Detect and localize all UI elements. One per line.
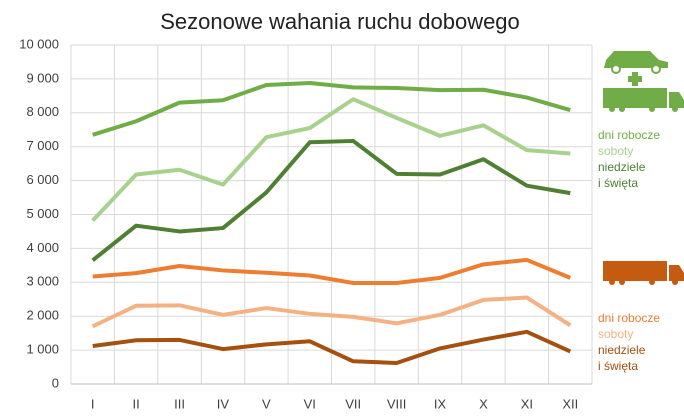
chart-title: Sezonowe wahania ruchu dobowego	[160, 9, 520, 34]
y-tick-label: 0	[52, 375, 59, 390]
legend-label: soboty	[598, 144, 634, 158]
x-tick-label: VII	[345, 396, 361, 411]
legend-entry: soboty	[598, 327, 634, 341]
y-tick-label: 3 000	[26, 274, 59, 289]
legend-entry: niedziele i święta	[598, 343, 646, 373]
y-tick-label: 4 000	[26, 240, 59, 255]
x-tick-label: IX	[434, 396, 447, 411]
car-icon	[604, 51, 668, 86]
truck-icon-orange	[603, 261, 684, 285]
legend-label: dni robocze	[598, 128, 661, 142]
legend-label: dni robocze	[598, 311, 661, 325]
legend-entry: dni robocze	[598, 128, 661, 142]
x-tick-label: XI	[521, 396, 533, 411]
y-tick-label: 7 000	[26, 138, 59, 153]
legend-label: soboty	[598, 327, 634, 341]
x-tick-label: I	[91, 396, 95, 411]
x-tick-label: V	[262, 396, 271, 411]
y-tick-label: 1 000	[26, 342, 59, 357]
x-tick-label: XII	[562, 396, 578, 411]
legend-entry: dni robocze	[598, 311, 661, 325]
line-series	[91, 97, 571, 222]
x-tick-label: VI	[304, 396, 316, 411]
x-tick-label: X	[479, 396, 488, 411]
x-tick-label: III	[174, 396, 185, 411]
legend-label: niedziele i święta	[598, 343, 646, 373]
line-series	[91, 138, 571, 262]
y-tick-label: 9 000	[26, 70, 59, 85]
x-tick-label: VIII	[387, 396, 407, 411]
line-series	[92, 329, 572, 365]
y-tick-label: 6 000	[26, 172, 59, 187]
x-tick-label: II	[133, 396, 140, 411]
x-tick-label: IV	[217, 396, 230, 411]
y-tick-label: 8 000	[26, 104, 59, 119]
line-series	[92, 257, 572, 285]
legend-entry: niedziele i święta	[598, 160, 646, 190]
y-tick-label: 5 000	[26, 206, 59, 221]
y-tick-label: 10 000	[19, 36, 59, 51]
truck-icon-green	[603, 88, 684, 112]
legend-label: niedziele i święta	[598, 160, 646, 190]
line-series	[91, 295, 572, 329]
line-series	[92, 80, 571, 137]
legend-entry: soboty	[598, 144, 634, 158]
y-tick-label: 2 000	[26, 308, 59, 323]
